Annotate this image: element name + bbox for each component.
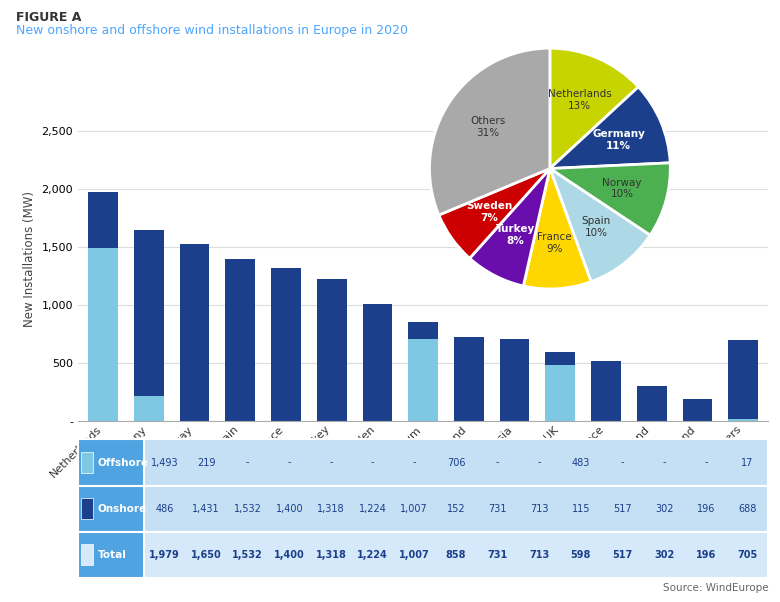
Bar <box>88 191 118 248</box>
Bar <box>591 361 621 421</box>
Text: -: - <box>704 458 707 468</box>
Bar <box>81 452 93 473</box>
Bar <box>78 532 768 578</box>
Text: 517: 517 <box>612 550 633 560</box>
Text: FIGURE A: FIGURE A <box>16 11 81 24</box>
Text: -: - <box>329 458 333 468</box>
Text: 196: 196 <box>696 550 716 560</box>
Bar <box>134 230 164 396</box>
Text: 219: 219 <box>197 458 215 468</box>
Text: 731: 731 <box>488 550 508 560</box>
Text: 1,007: 1,007 <box>399 550 430 560</box>
Bar <box>408 322 438 340</box>
Text: 688: 688 <box>739 504 757 514</box>
Text: Turkey
8%: Turkey 8% <box>496 224 535 246</box>
Bar <box>78 532 144 578</box>
Text: Germany
11%: Germany 11% <box>592 129 645 150</box>
Wedge shape <box>430 48 550 215</box>
Text: Total: Total <box>98 550 126 560</box>
Text: 1,493: 1,493 <box>151 458 178 468</box>
Text: -: - <box>371 458 374 468</box>
Text: Spain
10%: Spain 10% <box>581 217 611 238</box>
Text: -: - <box>288 458 291 468</box>
Bar <box>317 279 346 421</box>
Text: 115: 115 <box>572 504 590 514</box>
Text: 598: 598 <box>571 550 591 560</box>
Bar <box>179 244 210 421</box>
Bar <box>729 420 758 421</box>
Bar <box>545 365 575 421</box>
Bar <box>636 386 667 421</box>
Text: 1,400: 1,400 <box>274 550 305 560</box>
Bar <box>78 486 768 532</box>
Bar <box>225 259 255 421</box>
Text: 1,400: 1,400 <box>275 504 303 514</box>
Bar <box>134 396 164 421</box>
Text: 1,979: 1,979 <box>149 550 179 560</box>
Text: 302: 302 <box>654 550 674 560</box>
Bar <box>729 340 758 420</box>
Text: Offshore: Offshore <box>98 458 149 468</box>
Text: 1,318: 1,318 <box>316 550 346 560</box>
Text: New onshore and offshore wind installations in Europe in 2020: New onshore and offshore wind installati… <box>16 24 408 37</box>
Text: 1,224: 1,224 <box>357 550 388 560</box>
Bar <box>78 439 768 486</box>
Bar <box>363 305 392 421</box>
Text: 731: 731 <box>488 504 507 514</box>
Text: -: - <box>413 458 416 468</box>
Text: -: - <box>496 458 499 468</box>
Text: 706: 706 <box>447 458 465 468</box>
Bar <box>81 498 93 519</box>
Wedge shape <box>550 169 651 282</box>
Text: France
9%: France 9% <box>537 232 572 254</box>
Bar <box>78 439 144 486</box>
Text: 196: 196 <box>697 504 715 514</box>
Bar <box>545 352 575 365</box>
Text: 713: 713 <box>530 504 548 514</box>
Text: 1,431: 1,431 <box>192 504 220 514</box>
Y-axis label: New Installations (MW): New Installations (MW) <box>23 191 36 327</box>
Text: 17: 17 <box>741 458 753 468</box>
Bar <box>500 338 530 421</box>
Text: 483: 483 <box>572 458 590 468</box>
Text: 705: 705 <box>737 550 757 560</box>
Bar <box>81 544 93 565</box>
Text: -: - <box>662 458 666 468</box>
Text: 858: 858 <box>445 550 466 560</box>
Text: 1,224: 1,224 <box>359 504 387 514</box>
Text: -: - <box>537 458 541 468</box>
Text: 1,318: 1,318 <box>317 504 345 514</box>
Text: Others
31%: Others 31% <box>470 116 505 138</box>
Text: Sweden
7%: Sweden 7% <box>466 201 512 223</box>
Text: 1,650: 1,650 <box>190 550 222 560</box>
Text: 713: 713 <box>529 550 549 560</box>
Wedge shape <box>550 87 670 169</box>
Bar <box>78 486 144 532</box>
Text: Source: WindEurope: Source: WindEurope <box>663 583 768 593</box>
Bar <box>88 248 118 421</box>
Wedge shape <box>439 169 550 258</box>
Text: -: - <box>246 458 250 468</box>
Bar <box>408 340 438 421</box>
Text: Norway
10%: Norway 10% <box>602 178 642 199</box>
Text: 152: 152 <box>447 504 465 514</box>
Text: 486: 486 <box>155 504 174 514</box>
Text: 1,532: 1,532 <box>232 550 263 560</box>
Text: 517: 517 <box>613 504 632 514</box>
Wedge shape <box>523 169 591 289</box>
Text: 1,007: 1,007 <box>400 504 428 514</box>
Text: 1,532: 1,532 <box>234 504 261 514</box>
Text: 302: 302 <box>655 504 673 514</box>
Text: Netherlands
13%: Netherlands 13% <box>548 89 612 111</box>
Bar <box>454 337 484 421</box>
Bar <box>682 399 712 421</box>
Wedge shape <box>550 163 670 235</box>
Wedge shape <box>470 169 550 286</box>
Wedge shape <box>550 48 638 169</box>
Text: Onshore: Onshore <box>98 504 147 514</box>
Bar <box>271 268 301 421</box>
Text: -: - <box>621 458 624 468</box>
